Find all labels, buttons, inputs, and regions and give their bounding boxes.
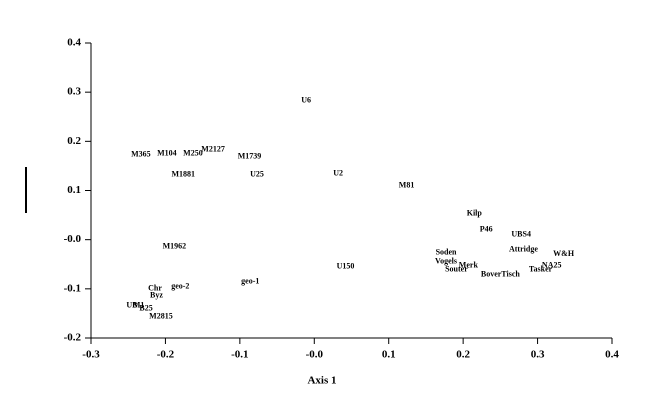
point-label: U25 (250, 170, 264, 179)
point-label: Souter (445, 264, 468, 273)
x-tick-label: 0.1 (382, 349, 396, 361)
x-tick-label: -0.3 (82, 349, 100, 361)
point-label: M250 (183, 148, 203, 157)
point-label: Tasker (529, 264, 553, 273)
y-tick-label: -0.0 (64, 233, 82, 245)
x-tick-label: 0.3 (531, 349, 545, 361)
x-axis-label: Axis 1 (307, 375, 336, 387)
point-label: Attridge (509, 244, 538, 253)
point-label: Soden (436, 247, 457, 256)
point-label: M2127 (201, 145, 225, 154)
point-label: Byz (150, 291, 163, 300)
x-tick-label: -0.0 (306, 349, 324, 361)
point-label: UBS4 (511, 230, 531, 239)
point-label: U150 (337, 262, 355, 271)
point-label: U6 (301, 95, 311, 104)
x-tick-label: -0.1 (231, 349, 248, 361)
point-label: Vogels (435, 257, 457, 266)
point-label: Chr (148, 284, 162, 293)
point-label: Merk (459, 261, 479, 270)
point-label: M1962 (163, 241, 187, 250)
y-tick-label: 0.4 (67, 37, 81, 49)
y-tick-label: 0.3 (67, 86, 81, 98)
point-label: geo-2 (171, 282, 189, 291)
point-label: BoverTisch (481, 269, 521, 278)
point-label: B25 (139, 303, 152, 312)
point-label: NA25 (542, 261, 562, 270)
x-tick-label: 0.2 (456, 349, 470, 361)
point-label: M1881 (172, 170, 196, 179)
point-label: geo-1 (241, 276, 259, 285)
point-label: U2 (333, 169, 343, 178)
point-label: M1 (133, 300, 145, 309)
x-tick-label: -0.2 (157, 349, 175, 361)
point-label: M2815 (149, 312, 173, 321)
point-label: M365 (131, 149, 151, 158)
y-tick-label: 0.2 (67, 135, 81, 147)
point-label: UB (126, 300, 138, 309)
point-label: M1739 (238, 151, 262, 160)
y-tick-label: 0.1 (67, 184, 81, 196)
point-label: Kilp (467, 208, 483, 217)
point-label: P46 (480, 225, 493, 234)
y-tick-label: -0.1 (64, 282, 81, 294)
point-label: M104 (157, 148, 177, 157)
y-tick-label: -0.2 (64, 332, 82, 344)
point-label: M81 (399, 180, 415, 189)
x-tick-label: 0.4 (605, 349, 619, 361)
point-label: W&H (553, 249, 575, 258)
